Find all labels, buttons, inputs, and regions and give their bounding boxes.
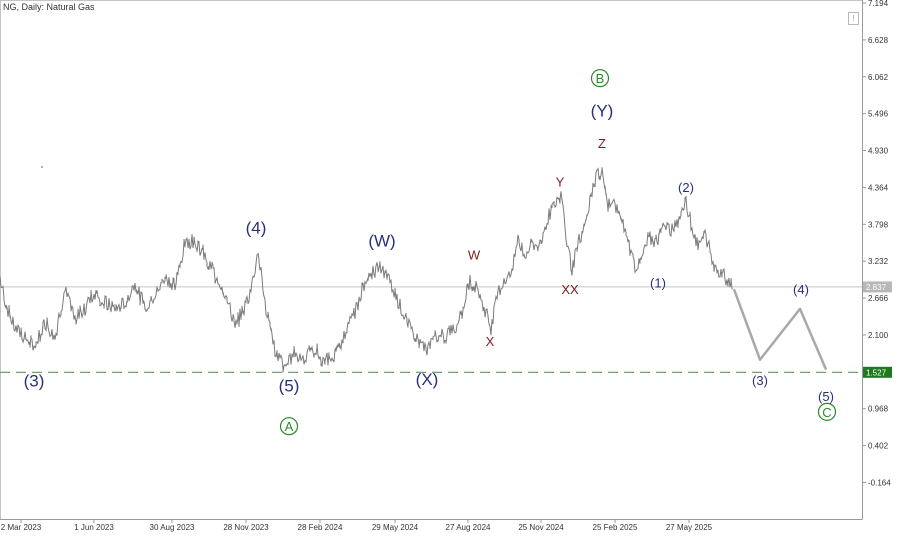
y-tick-label: 7.194 [868,0,889,8]
wave-label: (2) [678,180,694,195]
x-tick-label: 28 Feb 2024 [298,523,343,532]
x-tick-label: 2 Mar 2023 [1,523,42,532]
wave-label: (3) [752,373,768,388]
wave-label: (Y) [591,102,614,121]
y-tick-label: 6.628 [868,36,889,45]
y-tick-label: 5.496 [868,110,889,119]
y-tick-label: 0.968 [868,405,889,414]
support-price-tag [863,366,892,378]
x-tick-label: 25 Nov 2024 [518,523,564,532]
last-price-label: 2.837 [866,283,887,292]
plot-frame [0,0,863,520]
last-price-tag [863,281,892,293]
wave-label: W [468,247,481,262]
x-tick-label: 25 Feb 2025 [593,523,638,532]
wave-label: A [285,419,294,434]
support-price-label: 1.527 [866,368,887,377]
x-tick-label: 29 May 2024 [372,523,419,532]
symbol-title: NG, Daily: Natural Gas [3,2,95,12]
x-tick-label: 1 Jun 2023 [74,523,114,532]
x-tick-label: 28 Nov 2023 [223,523,269,532]
y-tick-label: 4.364 [868,183,889,192]
wave-label: (5) [279,377,300,396]
y-tick-label: 2.100 [868,331,889,340]
x-tick-label: 27 May 2025 [666,523,713,532]
wave-label: Z [598,136,606,151]
wave-label: Y [556,174,565,189]
x-tick-label: 27 Aug 2024 [446,523,491,532]
wave-label: B [596,71,605,86]
wave-label: (X) [416,370,439,389]
y-tick-label: 6.062 [868,73,889,82]
y-tick-label: 2.666 [868,294,889,303]
wave-label: (4) [246,218,267,237]
marker-dot [41,166,43,168]
y-tick-label: 4.930 [868,147,889,156]
wave-label-circle [590,69,610,88]
info-icon[interactable]: ! [848,12,859,25]
wave-label: C [822,405,831,420]
y-tick-label: 0.402 [868,442,889,451]
wave-label: XX [561,282,579,297]
y-tick-label: 3.798 [868,220,889,229]
wave-label: (4) [793,282,809,297]
forecast-path-line [732,288,828,370]
wave-label: (W) [368,231,395,250]
y-tick-label: -0.164 [868,479,891,488]
wave-label-circle [817,402,837,421]
wave-label: (1) [650,275,666,290]
y-tick-label: 3.232 [868,257,889,266]
wave-label: (3) [24,372,45,391]
wave-label: X [486,334,495,349]
price-series-line [0,167,733,373]
wave-label: (5) [818,389,834,404]
wave-label-circle [279,417,299,436]
x-tick-label: 30 Aug 2023 [150,523,195,532]
